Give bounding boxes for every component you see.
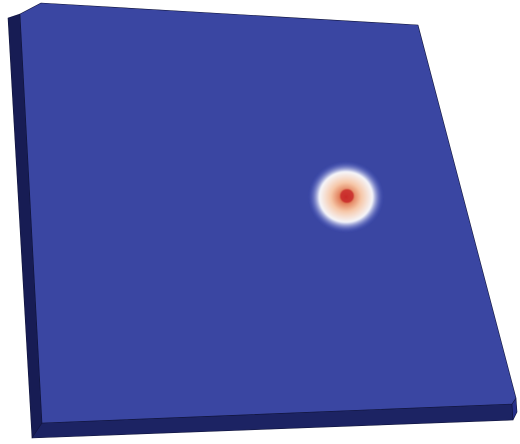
hotspot-core (340, 189, 354, 203)
slab-top-face (19, 2, 517, 424)
hotspot (308, 161, 384, 233)
